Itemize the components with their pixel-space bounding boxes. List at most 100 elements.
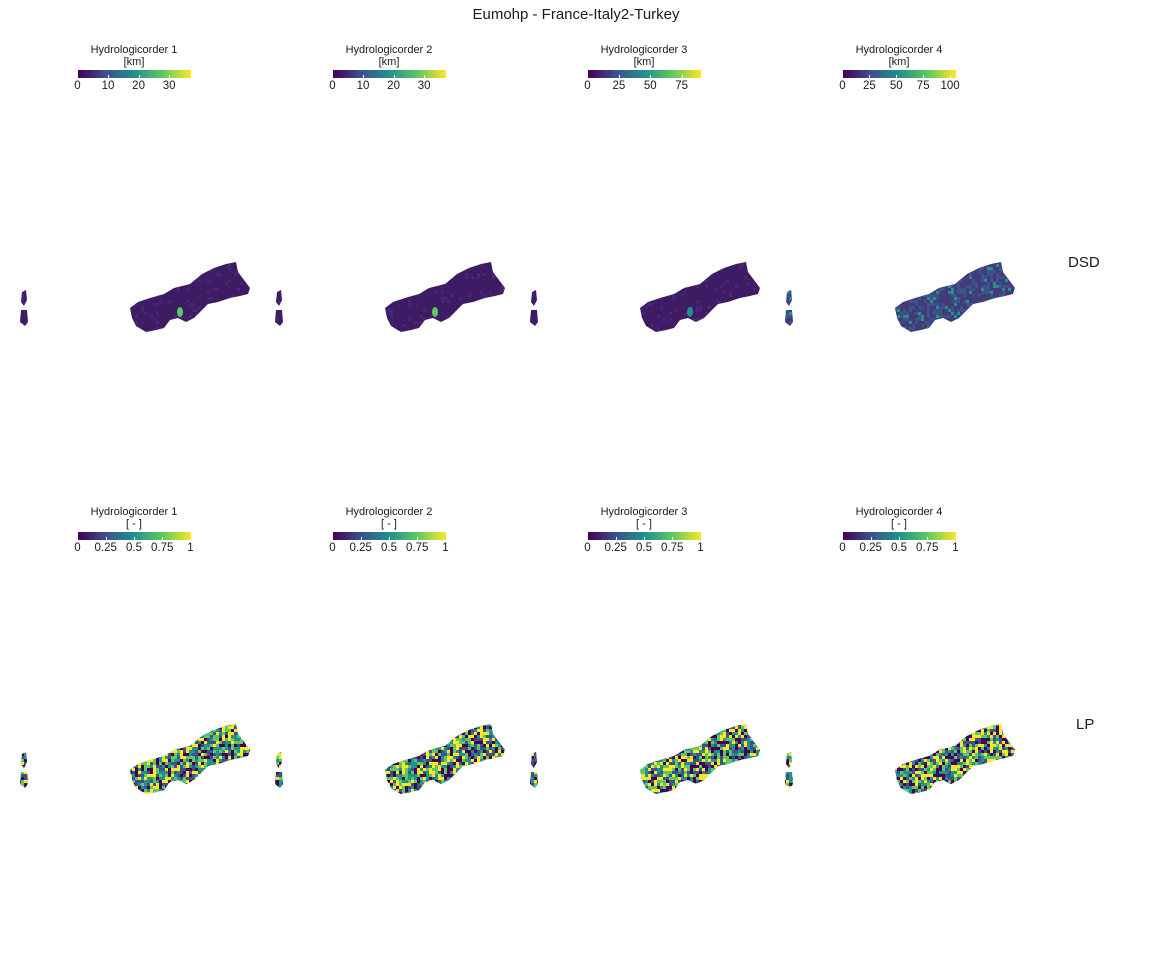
map-canvas (785, 724, 1015, 794)
colorbar-tick-label: 0.25 (94, 542, 117, 554)
legend-unit: [ - ] (381, 518, 397, 530)
colorbar (332, 70, 446, 78)
map-lp-order-1 (18, 712, 258, 832)
land-area (530, 262, 760, 332)
colorbar-ticks: 0 25 50 75 100 (839, 75, 960, 92)
colorbar-tick-label: 0.25 (859, 542, 882, 554)
colorbar-tick-mark (615, 537, 617, 540)
high-value-spot (432, 307, 438, 317)
land-area (20, 262, 250, 332)
legend-unit: [ - ] (891, 518, 907, 530)
colorbar (332, 532, 446, 540)
colorbar-tick-mark (360, 537, 362, 540)
legend-lp-order-3: Hydrologicorder 3 [ - ] 0 0.25 0.5 0.75 1 (574, 506, 714, 554)
colorbar-tick-mark (162, 537, 164, 540)
raster-cells (20, 724, 250, 794)
raster-cells (275, 724, 505, 794)
colorbar (587, 532, 701, 540)
colorbar-tick-label: 75 (916, 80, 930, 92)
map-canvas (785, 262, 1015, 332)
legend-lp-order-4: Hydrologicorder 4 [ - ] 0 0.25 0.5 0.75 1 (829, 506, 969, 554)
colorbar-tick-mark (681, 75, 683, 78)
raster-cells (785, 724, 1015, 794)
colorbar-tick-mark (105, 537, 107, 540)
legend-unit: [km] (123, 56, 145, 68)
legend-lp-order-1: Hydrologicorder 1 [ - ] 0 0.25 0.5 0.75 1 (64, 506, 204, 554)
colorbar-tick-label: 0.75 (916, 542, 939, 554)
colorbar-tick-label: 100 (940, 80, 960, 92)
colorbar-tick-mark (896, 75, 898, 78)
legend-dsd-order-2: Hydrologicorder 2 [km] 0 10 20 30 (319, 44, 459, 92)
map-canvas (20, 724, 250, 794)
colorbar-tick-mark (417, 537, 419, 540)
colorbar-tick-label: 1 (187, 542, 194, 554)
colorbar-tick-label: 50 (643, 80, 657, 92)
map-canvas (275, 262, 505, 332)
colorbar-tick-label: 0 (584, 542, 591, 554)
map-canvas (275, 724, 505, 794)
map-dsd-order-1 (18, 250, 258, 370)
legend-unit: [ - ] (636, 518, 652, 530)
colorbar-tick-label: 0 (74, 80, 81, 92)
facet-label-dsd: DSD (1068, 254, 1100, 271)
colorbar-tick-mark (870, 537, 872, 540)
colorbar-tick-label: 0.5 (891, 542, 907, 554)
map-canvas (530, 724, 760, 794)
colorbar-tick-label: 25 (862, 80, 876, 92)
colorbar-tick-mark (138, 75, 140, 78)
legend-title: Hydrologicorder 4 (855, 44, 943, 56)
colorbar-tick-label: 0.75 (661, 542, 684, 554)
legend-unit: [km] (888, 56, 910, 68)
high-value-spot (687, 307, 693, 317)
legend-title: Hydrologicorder 3 (600, 506, 688, 518)
colorbar-tick-label: 0.75 (406, 542, 429, 554)
map-lp-order-3 (528, 712, 768, 832)
colorbar-tick-label: 75 (675, 80, 689, 92)
legend-title: Hydrologicorder 3 (600, 44, 688, 56)
colorbar-tick-label: 1 (697, 542, 704, 554)
colorbar-tick-label: 0 (839, 80, 846, 92)
map-canvas (20, 262, 250, 332)
colorbar-tick-label: 1 (952, 542, 959, 554)
colorbar-tick-label: 25 (612, 80, 626, 92)
colorbar-ticks: 0 0.25 0.5 0.75 1 (584, 537, 704, 554)
colorbar-tick-label: 0.5 (381, 542, 397, 554)
legend-title: Hydrologicorder 4 (855, 506, 943, 518)
colorbar-ticks: 0 25 50 75 (584, 75, 701, 92)
legend-title: Hydrologicorder 1 (90, 44, 178, 56)
colorbar-tick-label: 1 (442, 542, 449, 554)
colorbar-tick-mark (134, 537, 135, 540)
legend-dsd-order-3: Hydrologicorder 3 [km] 0 25 50 75 (574, 44, 714, 92)
legend-unit: [km] (378, 56, 400, 68)
colorbar (842, 70, 956, 78)
colorbar-ticks: 0 0.25 0.5 0.75 1 (329, 537, 449, 554)
colorbar-ticks: 0 0.25 0.5 0.75 1 (74, 537, 194, 554)
colorbar-tick-mark (672, 537, 674, 540)
map-lp-order-4 (783, 712, 1023, 832)
colorbar-tick-mark (950, 75, 952, 78)
colorbar-tick-label: 50 (889, 80, 903, 92)
colorbar (77, 532, 191, 540)
legend-unit: [km] (633, 56, 655, 68)
colorbar-tick-label: 10 (356, 80, 370, 92)
colorbar-tick-label: 0.25 (604, 542, 627, 554)
high-value-spot (177, 307, 183, 317)
colorbar-ticks: 0 10 20 30 (329, 75, 446, 92)
land-area (275, 262, 505, 332)
colorbar-tick-label: 0.75 (151, 542, 174, 554)
colorbar (77, 70, 191, 78)
colorbar-tick-mark (869, 75, 871, 78)
colorbar-tick-label: 30 (162, 80, 176, 92)
colorbar-tick-label: 10 (101, 80, 115, 92)
map-dsd-order-2 (273, 250, 513, 370)
colorbar-tick-mark (923, 75, 925, 78)
colorbar-tick-label: 20 (132, 80, 145, 92)
colorbar-tick-label: 20 (387, 80, 400, 92)
legend-dsd-order-1: Hydrologicorder 1 [km] 0 10 20 30 (64, 44, 204, 92)
colorbar-tick-label: 0 (584, 80, 591, 92)
colorbar-tick-mark (363, 75, 365, 78)
legend-dsd-order-4: Hydrologicorder 4 [km] 0 25 50 75 100 (829, 44, 969, 92)
colorbar-tick-mark (393, 75, 395, 78)
colorbar-tick-label: 0.25 (349, 542, 372, 554)
colorbar-tick-label: 0.5 (636, 542, 652, 554)
